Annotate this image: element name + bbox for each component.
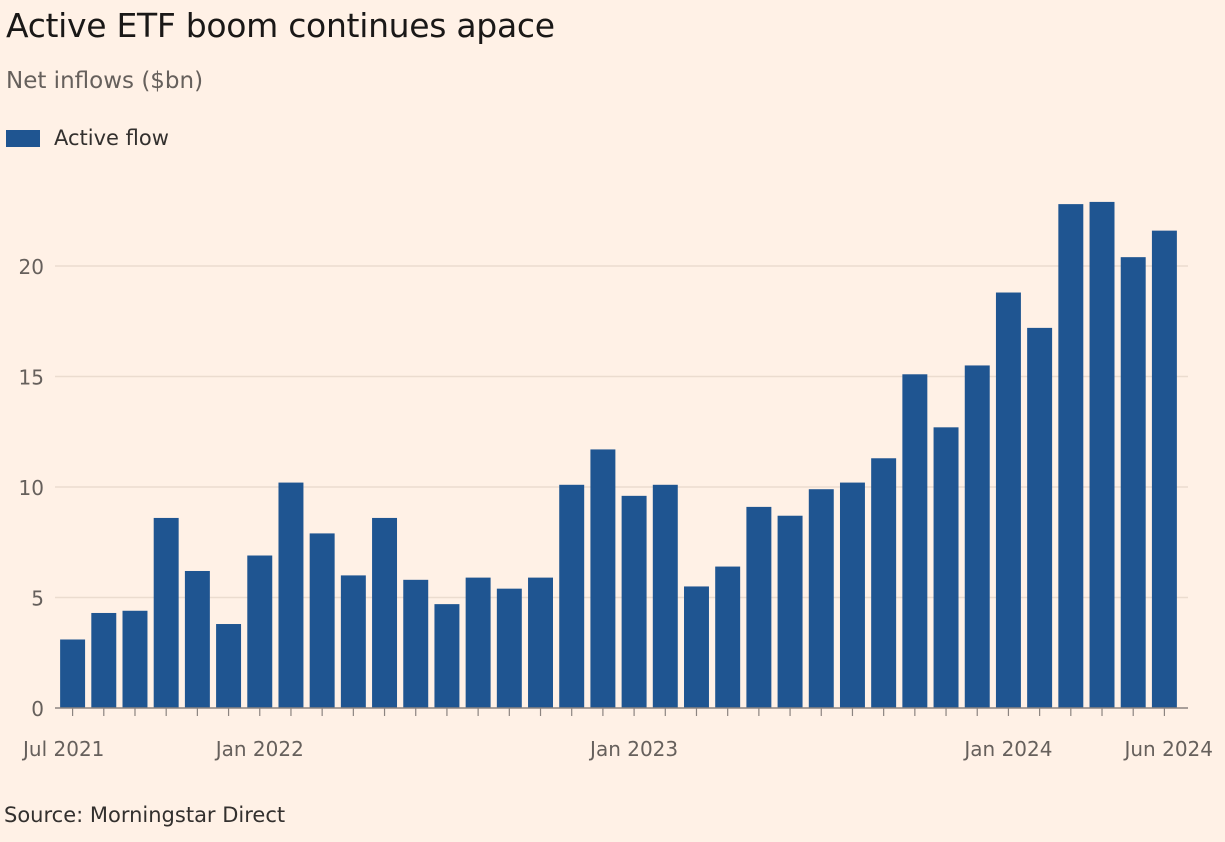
x-tick-label: Jan 2024 [962,737,1052,761]
y-tick-label-15: 15 [19,366,44,390]
bar-jun-2022 [403,579,429,708]
bar-mar-2022 [309,533,335,708]
bar-jan-2024 [995,292,1021,708]
legend-swatch [6,129,40,147]
chart-title: Active ETF boom continues apace [6,6,555,45]
bar-nov-2022 [559,484,585,708]
source-note: Source: Morningstar Direct [4,803,286,827]
x-tick-label: Jan 2023 [588,737,678,761]
bar-jul-2022 [434,604,460,708]
chart-subtitle: Net inflows ($bn) [6,68,204,94]
bar-jul-2021 [60,639,86,708]
bar-may-2022 [372,517,398,708]
bar-jun-2023 [777,515,803,708]
bar-sep-2023 [871,458,897,708]
bar-dec-2023 [964,365,990,708]
x-tick-label: Jun 2024 [1122,737,1213,761]
bar-oct-2021 [153,517,179,708]
bar-nov-2021 [184,570,210,708]
y-tick-label-5: 5 [31,587,44,611]
y-tick-label-20: 20 [19,255,44,279]
legend: Active flow [6,124,169,152]
x-tick-label: Jul 2021 [21,737,104,761]
legend-label: Active flow [54,126,169,150]
bar-oct-2022 [528,577,553,708]
bar-feb-2023 [652,484,678,708]
bar-jun-2024 [1151,230,1177,708]
bar-may-2024 [1120,257,1146,708]
bar-sep-2021 [122,610,148,708]
bar-aug-2022 [465,577,491,708]
y-tick-label-0: 0 [31,697,44,721]
bar-feb-2022 [278,482,304,708]
bar-dec-2022 [590,449,616,708]
bar-nov-2023 [933,427,959,708]
bar-oct-2023 [902,374,928,708]
bar-apr-2024 [1089,201,1115,708]
x-tick-label: Jan 2022 [214,737,304,761]
bar-aug-2023 [839,482,865,708]
bar-mar-2023 [684,586,709,708]
bar-jul-2023 [808,489,834,708]
bar-jan-2022 [247,555,273,708]
bar-apr-2023 [715,566,741,708]
bar-aug-2021 [91,612,117,708]
bar-mar-2024 [1058,204,1084,708]
bar-may-2023 [746,506,772,708]
bar-apr-2022 [340,575,366,708]
bar-sep-2022 [496,588,522,708]
bar-jan-2023 [621,495,647,708]
bar-chart: 0 5 10 15 20 Jul 2021 Jan 2022 Jan 2023 Jan 2024… [19,201,1213,761]
y-tick-label-10: 10 [19,476,44,500]
bar-feb-2024 [1027,327,1053,708]
bar-dec-2021 [216,624,242,708]
